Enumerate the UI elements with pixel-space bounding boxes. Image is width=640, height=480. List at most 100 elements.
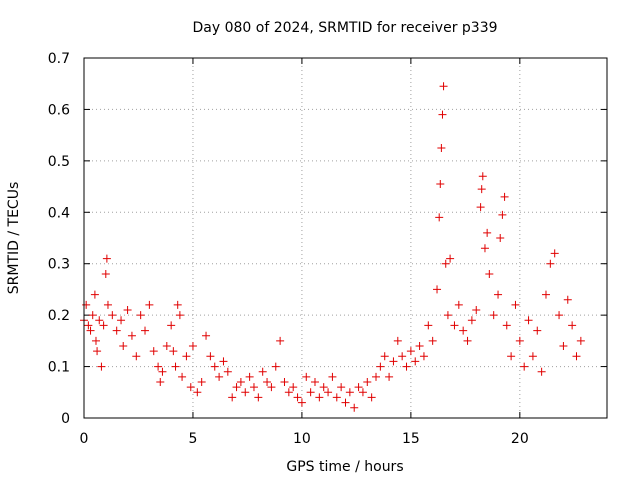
data-point — [123, 306, 132, 314]
data-point — [232, 383, 241, 392]
data-point — [186, 383, 195, 392]
data-point — [236, 378, 245, 386]
data-point — [328, 372, 337, 381]
y-tick-label: 0.4 — [48, 205, 70, 221]
data-point — [541, 290, 550, 299]
data-point — [446, 254, 455, 263]
data-point — [354, 383, 363, 392]
data-point — [254, 393, 263, 402]
data-point — [450, 321, 459, 330]
x-tick-label: 20 — [511, 431, 529, 447]
data-point — [258, 367, 267, 376]
data-point — [568, 321, 577, 330]
data-point — [171, 362, 180, 371]
data-point — [167, 321, 176, 330]
data-point — [119, 342, 128, 350]
data-point — [515, 336, 524, 345]
data-point — [149, 347, 158, 356]
data-point — [507, 352, 516, 361]
data-point — [419, 352, 428, 361]
data-point — [197, 378, 206, 386]
data-point — [555, 311, 564, 320]
data-point — [435, 213, 444, 222]
y-tick-label: 0.3 — [48, 257, 70, 273]
x-axis-label: GPS time / hours — [286, 459, 403, 475]
data-point — [249, 383, 258, 392]
data-point — [537, 367, 546, 376]
data-point — [436, 180, 445, 188]
data-point — [441, 259, 450, 268]
data-point — [182, 352, 191, 361]
data-point — [350, 403, 359, 412]
data-point — [454, 300, 463, 309]
plot-frame — [83, 57, 608, 419]
data-point — [363, 378, 372, 386]
data-point — [524, 316, 533, 325]
data-point — [158, 367, 167, 376]
data-point — [459, 326, 468, 335]
data-point — [315, 393, 324, 402]
data-point — [472, 306, 481, 314]
data-point — [489, 311, 498, 320]
data-point — [193, 388, 202, 397]
data-point — [241, 388, 250, 397]
data-point — [289, 383, 298, 392]
data-point — [376, 362, 385, 371]
data-point — [202, 331, 211, 340]
data-point — [498, 210, 507, 219]
y-tick-label: 0.2 — [48, 308, 70, 324]
data-point — [82, 300, 91, 309]
y-axis-label: SRMTID / TECUs — [6, 182, 22, 295]
data-point — [215, 372, 224, 381]
x-tick-label: 10 — [293, 431, 311, 447]
data-point — [533, 326, 542, 335]
y-tick-label: 0.7 — [48, 51, 70, 67]
data-point — [477, 185, 486, 194]
data-point — [95, 316, 104, 325]
data-points — [80, 82, 585, 412]
data-point — [559, 342, 568, 350]
data-point — [103, 300, 112, 309]
data-point — [576, 336, 585, 345]
y-tick-label: 0 — [61, 411, 70, 427]
data-point — [297, 398, 306, 407]
data-point — [502, 321, 511, 330]
data-point — [102, 254, 111, 263]
data-point — [84, 321, 93, 330]
data-point — [263, 378, 272, 386]
data-point — [520, 362, 529, 371]
data-point — [550, 249, 559, 258]
data-point — [439, 82, 448, 91]
data-point — [500, 192, 509, 201]
data-point — [188, 342, 197, 350]
x-tick-label: 0 — [80, 431, 89, 447]
data-point — [141, 326, 150, 335]
data-point — [546, 259, 555, 268]
data-point — [228, 393, 237, 402]
data-point — [393, 336, 402, 345]
data-point — [496, 234, 505, 242]
data-point — [154, 362, 163, 371]
y-tick-label: 0.6 — [48, 102, 70, 118]
x-tick-label: 15 — [402, 431, 420, 447]
data-point — [90, 290, 99, 299]
data-point — [108, 311, 117, 320]
data-point — [443, 311, 452, 320]
data-point — [302, 372, 311, 381]
data-point — [467, 316, 476, 325]
data-point — [563, 295, 572, 304]
grid-lines — [84, 58, 607, 418]
data-point — [324, 388, 333, 397]
chart-title: Day 080 of 2024, SRMTID for receiver p33… — [192, 20, 497, 36]
axis-ticks: 0 0.1 0.2 0.3 0.4 0.5 0.6 0.7 0 5 10 15 20 — [48, 51, 607, 447]
y-tick-label: 0.5 — [48, 154, 70, 170]
data-point — [345, 388, 354, 397]
data-point — [437, 144, 446, 152]
data-point — [433, 285, 442, 294]
data-point — [284, 388, 293, 397]
data-point — [367, 393, 376, 402]
data-point — [245, 372, 254, 381]
data-point — [480, 244, 489, 253]
data-point — [127, 331, 136, 340]
data-point — [402, 362, 411, 371]
